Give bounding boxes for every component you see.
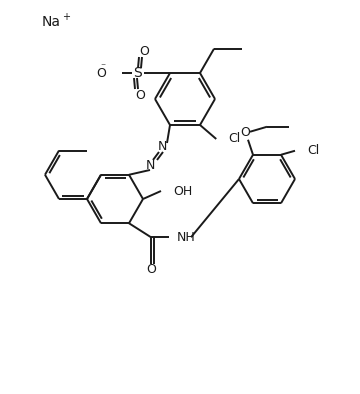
Text: O: O <box>135 89 145 102</box>
Text: N: N <box>157 141 167 154</box>
Text: Cl: Cl <box>228 132 240 145</box>
Text: OH: OH <box>173 184 192 197</box>
Text: +: + <box>62 12 70 22</box>
Text: Cl: Cl <box>307 144 319 157</box>
Text: O: O <box>139 45 149 58</box>
Text: O: O <box>240 126 250 139</box>
Text: N: N <box>145 160 155 173</box>
Text: NH: NH <box>177 231 196 244</box>
Text: ⁻: ⁻ <box>100 62 105 72</box>
Text: O: O <box>146 263 156 276</box>
Text: O: O <box>96 67 106 80</box>
Text: Na: Na <box>42 15 61 29</box>
Text: S: S <box>134 66 142 80</box>
